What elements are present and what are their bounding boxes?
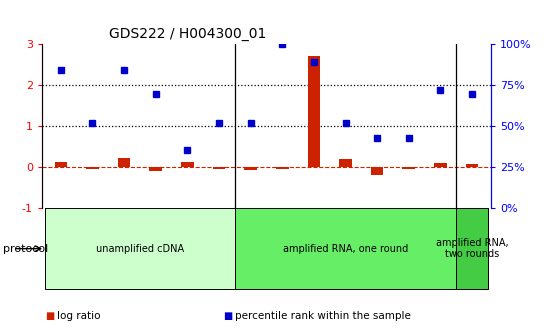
Bar [466,164,478,167]
Bar [140,208,171,286]
Bar [45,208,235,289]
Text: percentile rank within the sample: percentile rank within the sample [235,311,411,321]
Bar [434,163,447,167]
Bar [339,159,352,167]
Bar [76,208,108,286]
Text: GSM4857: GSM4857 [341,227,350,267]
Bar [181,162,194,167]
Bar [171,208,203,286]
Bar [244,167,257,170]
Text: GSM4850: GSM4850 [119,227,128,267]
Bar [45,208,76,286]
Bar [235,208,456,289]
Bar [362,208,393,286]
Bar [86,167,99,169]
Bar [393,208,425,286]
Bar [307,56,320,167]
Text: GSM4852: GSM4852 [183,227,192,267]
Text: GDS222 / H004300_01: GDS222 / H004300_01 [109,27,267,41]
Bar [267,208,298,286]
Bar [371,167,383,175]
Bar [298,208,330,286]
Bar [402,167,415,169]
Text: GSM4858: GSM4858 [373,227,382,267]
Text: unamplified cDNA: unamplified cDNA [96,244,184,254]
Bar [456,208,488,289]
Bar [55,162,67,167]
Bar [108,208,140,286]
Bar [276,167,288,169]
Text: GSM4861: GSM4861 [468,227,477,267]
Text: amplified RNA,
two rounds: amplified RNA, two rounds [436,238,508,259]
Text: ■: ■ [45,311,54,321]
Text: GSM4851: GSM4851 [151,227,160,267]
Bar [118,158,131,167]
Bar [456,208,488,286]
Text: ■: ■ [223,311,233,321]
Text: amplified RNA, one round: amplified RNA, one round [283,244,408,254]
Bar [150,167,162,171]
Text: GSM4856: GSM4856 [309,227,319,267]
Text: log ratio: log ratio [57,311,100,321]
Text: GSM4855: GSM4855 [278,227,287,267]
Bar [235,208,267,286]
Bar [330,208,362,286]
Text: GSM4854: GSM4854 [246,227,255,267]
Text: GSM4860: GSM4860 [436,227,445,267]
Text: GSM4849: GSM4849 [88,227,97,267]
Text: protocol: protocol [3,244,48,254]
Text: GSM4848: GSM4848 [56,227,65,267]
Bar [425,208,456,286]
Text: GSM4853: GSM4853 [214,227,224,267]
Bar [213,167,225,169]
Text: GSM4859: GSM4859 [405,227,413,267]
Bar [203,208,235,286]
